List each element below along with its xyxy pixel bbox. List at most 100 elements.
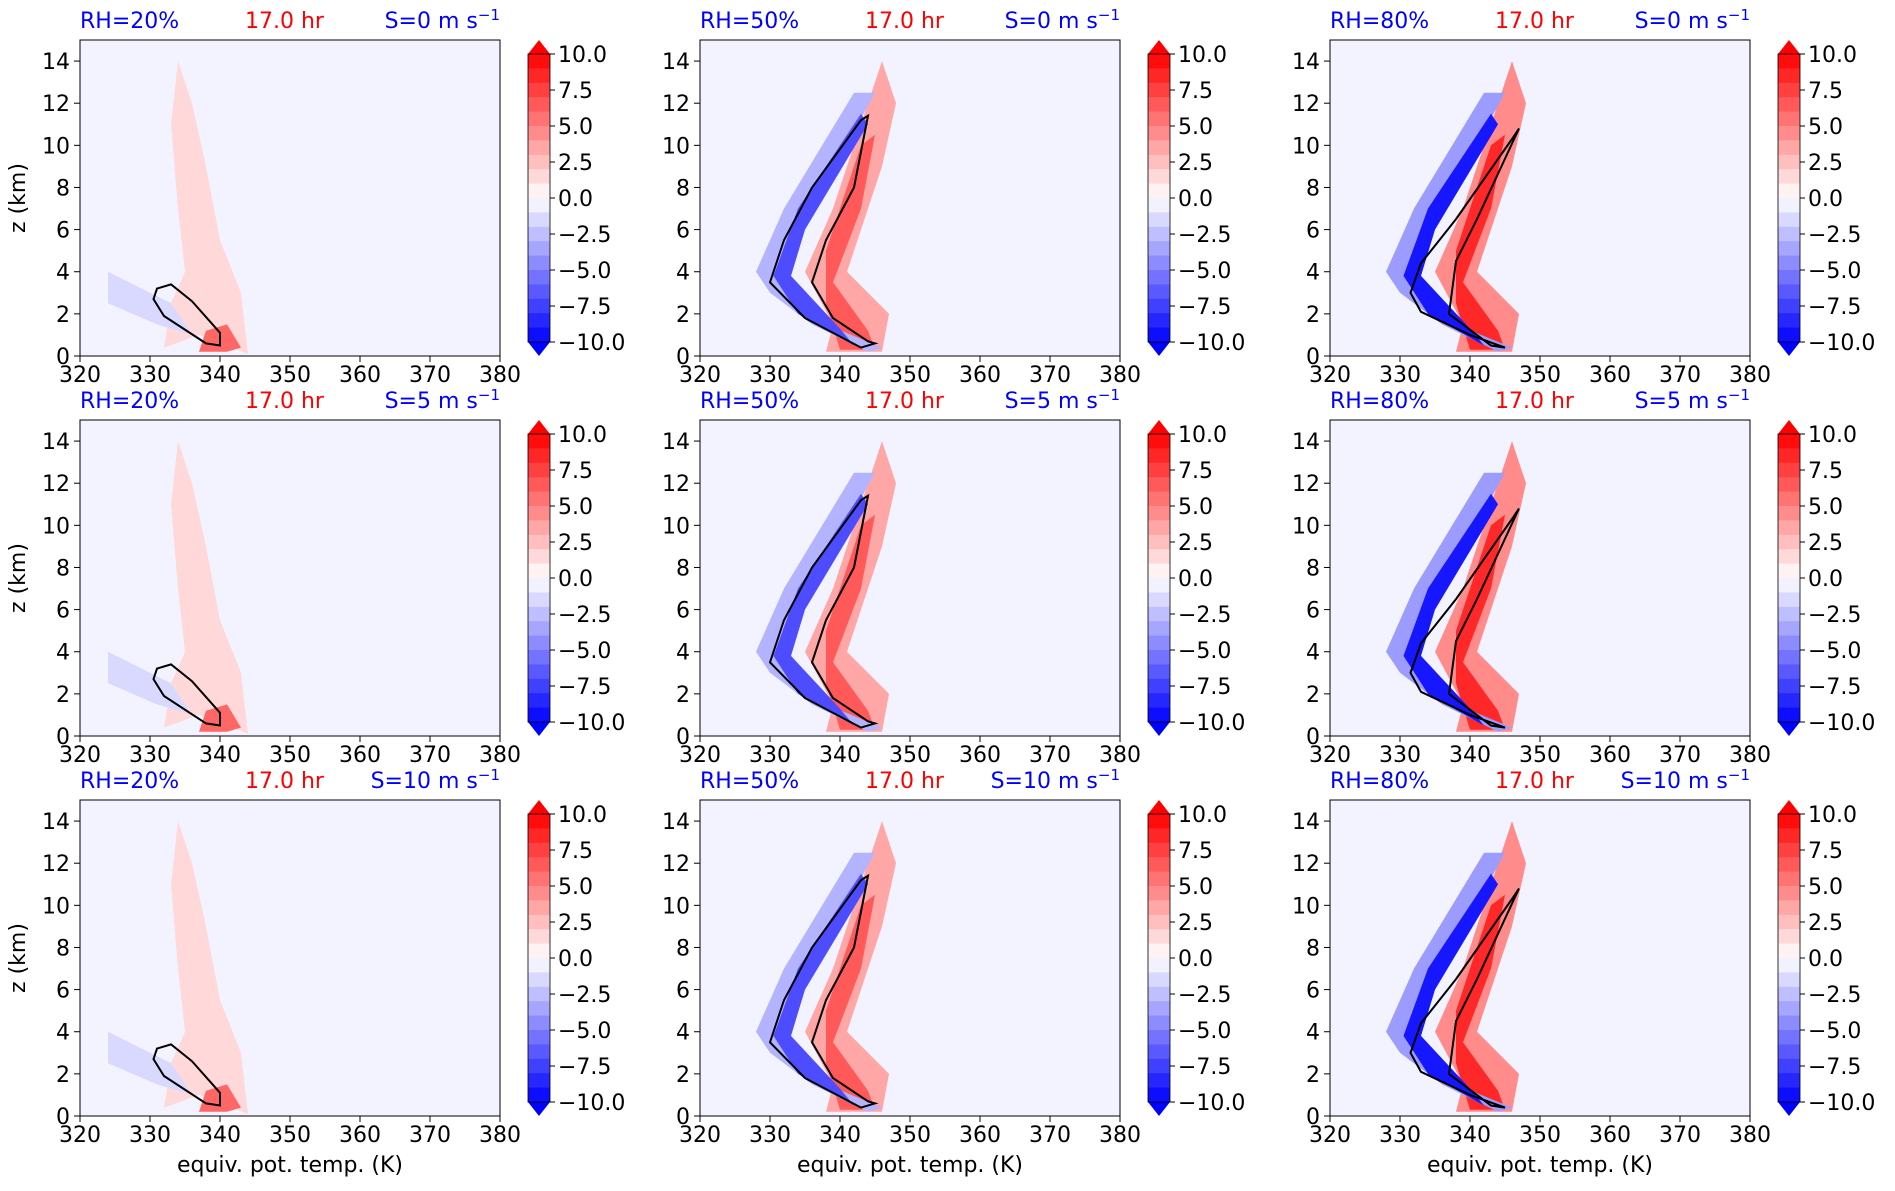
colorbar-tick-label: −5.0 [1808,1019,1861,1044]
x-tick-label: 360 [959,743,1001,768]
colorbar-tick-label: −5.0 [558,639,611,664]
y-tick-label: 4 [56,641,70,666]
y-tick-label: 10 [662,514,690,539]
y-tick-label: 4 [56,1021,70,1046]
x-tick-label: 380 [1729,1123,1771,1148]
y-tick-label: 6 [1306,219,1320,244]
x-tick-label: 360 [339,1123,381,1148]
rh-label: RH=80% [1330,389,1429,414]
y-tick-label: 10 [1292,514,1320,539]
colorbar-segment [1148,82,1170,98]
colorbar-segment [528,828,550,844]
y-tick-label: 6 [1306,599,1320,624]
y-tick-label: 6 [676,219,690,244]
colorbar-segment [528,68,550,84]
colorbar-segment [528,313,550,329]
colorbar-segment [1778,111,1800,127]
colorbar-segment [1778,140,1800,156]
y-tick-label: 4 [676,261,690,286]
colorbar-tick-label: 2.5 [1808,151,1843,176]
colorbar-segment [1778,298,1800,314]
colorbar-segment [528,707,550,723]
time-label: 17.0 hr [1495,769,1575,794]
colorbar-segment [1148,664,1170,680]
y-tick-label: 6 [56,219,70,244]
colorbar-segment [1778,462,1800,478]
y-tick-label: 2 [676,1063,690,1088]
colorbar-tick-label: −10.0 [1808,711,1875,736]
y-tick-label: 8 [1306,556,1320,581]
shear-unit: m s [431,389,478,414]
colorbar-segment [1778,506,1800,521]
colorbar-tick-label: 10.0 [1178,43,1227,68]
y-tick-label: 14 [1292,430,1320,455]
colorbar-extend-max [1778,40,1800,54]
rh-label: RH=80% [1330,769,1429,794]
colorbar-tick-label: −7.5 [558,675,611,700]
colorbar-extend-min [1148,722,1170,736]
colorbar-extend-max [528,40,550,54]
colorbar-segment [1778,520,1800,536]
colorbar-segment [1778,212,1800,228]
colorbar-segment [1148,212,1170,228]
colorbar-tick-label: −2.5 [1178,223,1231,248]
colorbar-segment [1148,972,1170,988]
y-tick-label: 6 [56,599,70,624]
colorbar-segment [1148,183,1170,199]
shear-unit: m s [1051,9,1098,34]
colorbar-segment [528,986,550,1002]
colorbar-segment [1148,226,1170,242]
y-tick-label: 14 [42,50,70,75]
colorbar-segment [528,972,550,988]
colorbar-tick-label: −10.0 [558,331,625,356]
colorbar-segment [1778,857,1800,873]
x-tick-label: 360 [339,743,381,768]
colorbar-segment [1148,1058,1170,1074]
y-tick-label: 8 [676,556,690,581]
colorbar-segment [528,434,550,449]
time-label: 17.0 hr [865,389,945,414]
positive-region [164,821,248,1114]
negative-core [773,113,868,346]
colorbar-tick-label: −5.0 [558,1019,611,1044]
y-tick-label: 14 [662,430,690,455]
shear-exponent: −1 [478,766,500,784]
colorbar-tick-label: −2.5 [1178,603,1231,628]
x-axis-label: equiv. pot. temp. (K) [177,1153,403,1178]
colorbar-segment [528,126,550,141]
colorbar-tick-label: 5.0 [1808,875,1843,900]
colorbar-extend-min [528,722,550,736]
x-tick-label: 340 [819,363,861,388]
shear-label: S=10 m s−1 [991,766,1120,794]
colorbar-segment [528,82,550,98]
colorbar-segment [1778,606,1800,622]
colorbar-segment [1778,678,1800,694]
y-tick-label: 0 [1306,725,1320,750]
y-tick-label: 12 [662,472,690,497]
colorbar-segment [1148,900,1170,916]
negative-core [1403,873,1498,1106]
colorbar-segment [1148,857,1170,873]
colorbar-segment [1778,900,1800,916]
panel-2-0: 320 330 340 350 360 370 380 0 2 4 6 8 10 12 14 RH=20% 17… [6,766,625,1178]
negative-core [773,493,868,726]
plot-background [1330,420,1750,736]
colorbar-tick-label: 5.0 [1178,495,1213,520]
x-tick-label: 380 [479,743,521,768]
x-tick-label: 330 [749,743,791,768]
colorbar-tick-label: −5.0 [1178,639,1231,664]
x-tick-label: 350 [889,743,931,768]
colorbar-segment [1148,549,1170,565]
colorbar-segment [528,592,550,608]
shear-value: S=10 [991,769,1051,794]
colorbar-tick-label: 5.0 [558,115,593,140]
colorbar-tick-label: 10.0 [558,43,607,68]
positive-core [826,514,875,730]
colorbar-segment [1148,563,1170,579]
colorbar-segment [528,563,550,579]
colorbar-tick-label: 10.0 [1808,803,1857,828]
colorbar-segment [1778,886,1800,901]
shear-unit: m s [1051,389,1098,414]
colorbar-segment [1148,298,1170,314]
